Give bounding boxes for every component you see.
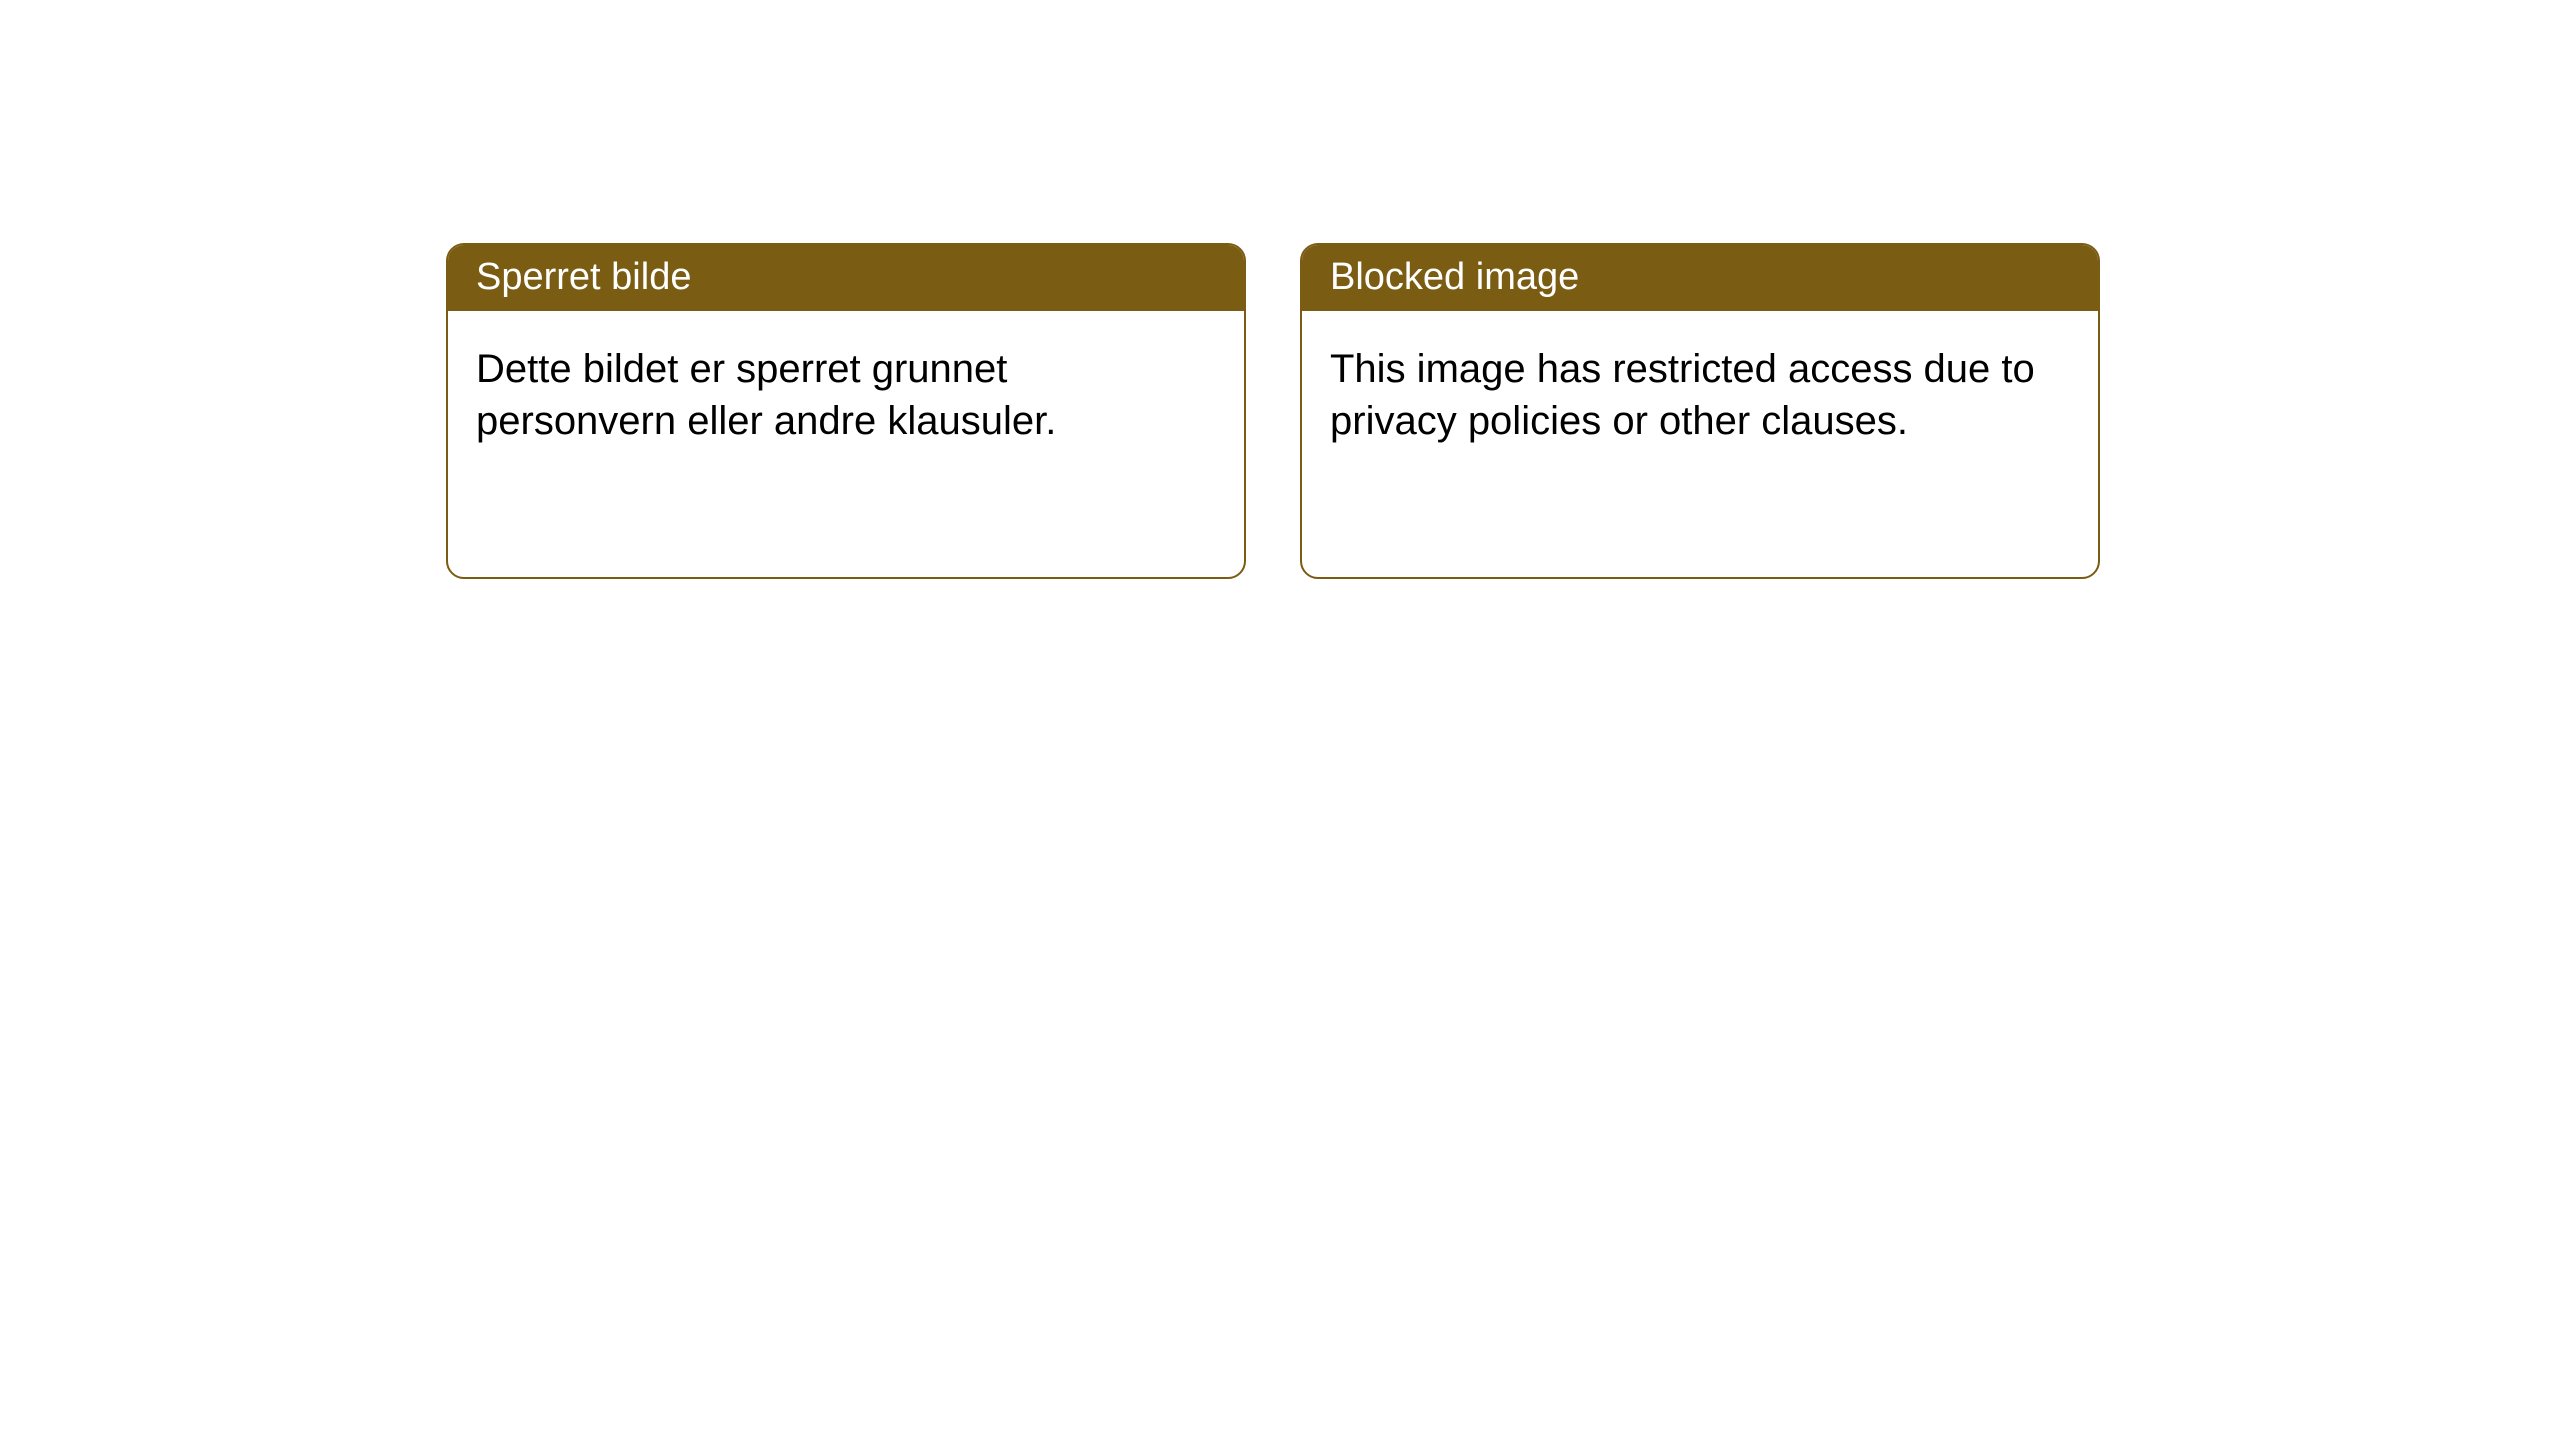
card-message: This image has restricted access due to … [1330, 347, 2035, 443]
card-message: Dette bildet er sperret grunnet personve… [476, 347, 1056, 443]
card-header: Sperret bilde [448, 245, 1244, 311]
notice-card-english: Blocked image This image has restricted … [1300, 243, 2100, 579]
card-title: Sperret bilde [476, 256, 691, 298]
notice-container: Sperret bilde Dette bildet er sperret gr… [446, 243, 2100, 579]
notice-card-norwegian: Sperret bilde Dette bildet er sperret gr… [446, 243, 1246, 579]
card-title: Blocked image [1330, 256, 1579, 298]
card-header: Blocked image [1302, 245, 2098, 311]
card-body: This image has restricted access due to … [1302, 311, 2098, 479]
card-body: Dette bildet er sperret grunnet personve… [448, 311, 1244, 479]
